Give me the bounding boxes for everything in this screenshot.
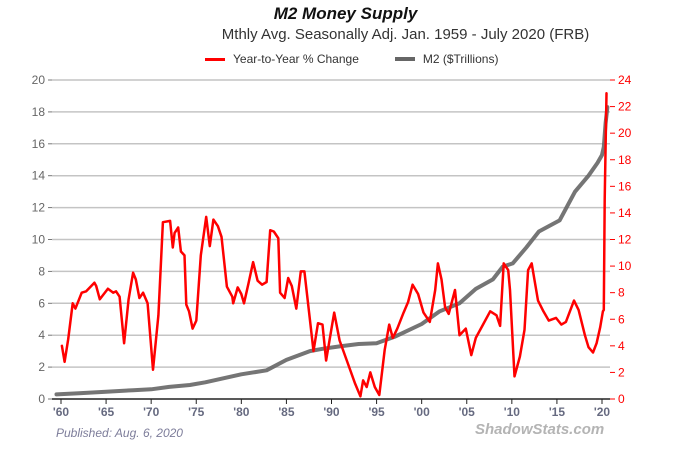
left-tick-label: 8 [38,264,45,278]
right-tick-label: 4 [618,339,625,353]
x-tick-label: '05 [459,405,476,419]
x-tick-label: '10 [504,405,521,419]
left-tick-label: 20 [32,73,46,87]
right-tick-label: 0 [618,392,625,406]
x-tick-label: '65 [98,405,115,419]
series-m2 [54,105,610,397]
x-tick-label: '15 [549,405,566,419]
x-tick-label: '60 [53,405,70,419]
x-tick-label: '20 [594,405,611,419]
x-tick-label: '95 [368,405,385,419]
chart-title: M2 Money Supply [273,4,418,23]
right-tick-label: 22 [618,100,632,114]
legend-item-yoy: Year-to-Year % Change [205,52,359,66]
left-tick-label: 6 [38,296,45,310]
x-axis: '60 '65 '70 '75 '80 '85 '90 '95 '00 '05 '10 '15 '20 [52,398,611,419]
left-tick-label: 2 [38,360,45,374]
legend-swatch-yoy [205,57,225,61]
left-tick-label: 10 [32,233,46,247]
chart-subtitle: Mthly Avg. Seasonally Adj. Jan. 1959 - J… [221,26,590,43]
legend-item-m2: M2 ($Trillions) [394,52,499,66]
x-tick-label: '00 [414,405,431,419]
right-tick-label: 14 [618,206,632,220]
right-tick-label: 6 [618,312,625,326]
x-tick-label: '70 [143,405,160,419]
left-tick-label: 14 [32,169,46,183]
watermark: ShadowStats.com [475,421,605,438]
right-tick-label: 24 [618,73,632,87]
x-tick-label: '85 [278,405,295,419]
left-tick-label: 12 [32,201,46,215]
right-tick-label: 16 [618,179,632,193]
legend-label-yoy: Year-to-Year % Change [233,52,359,66]
x-tick-label: '75 [188,405,205,419]
legend: Year-to-Year % Change M2 ($Trillions) [205,52,534,66]
yoy-line [60,92,608,398]
x-tick-label: '80 [233,405,250,419]
m2-line [54,105,610,397]
right-tick-label: 10 [618,259,632,273]
right-tick-label: 8 [618,286,625,300]
published-date: Published: Aug. 6, 2020 [56,426,183,440]
left-tick-label: 18 [32,105,46,119]
right-tick-label: 18 [618,153,632,167]
right-tick-label: 12 [618,233,632,247]
left-tick-label: 4 [38,328,45,342]
right-tick-label: 2 [618,365,625,379]
series-yoy-change [60,92,608,398]
left-tick-label: 0 [38,392,45,406]
legend-swatch-m2 [394,57,415,61]
right-tick-label: 20 [618,126,632,140]
series-group [54,92,610,398]
x-tick-label: '90 [323,405,340,419]
left-axis: 0 2 4 6 8 10 12 14 16 18 20 [32,73,52,406]
legend-label-m2: M2 ($Trillions) [422,52,499,66]
left-tick-label: 16 [32,137,46,151]
gridlines [52,79,610,368]
